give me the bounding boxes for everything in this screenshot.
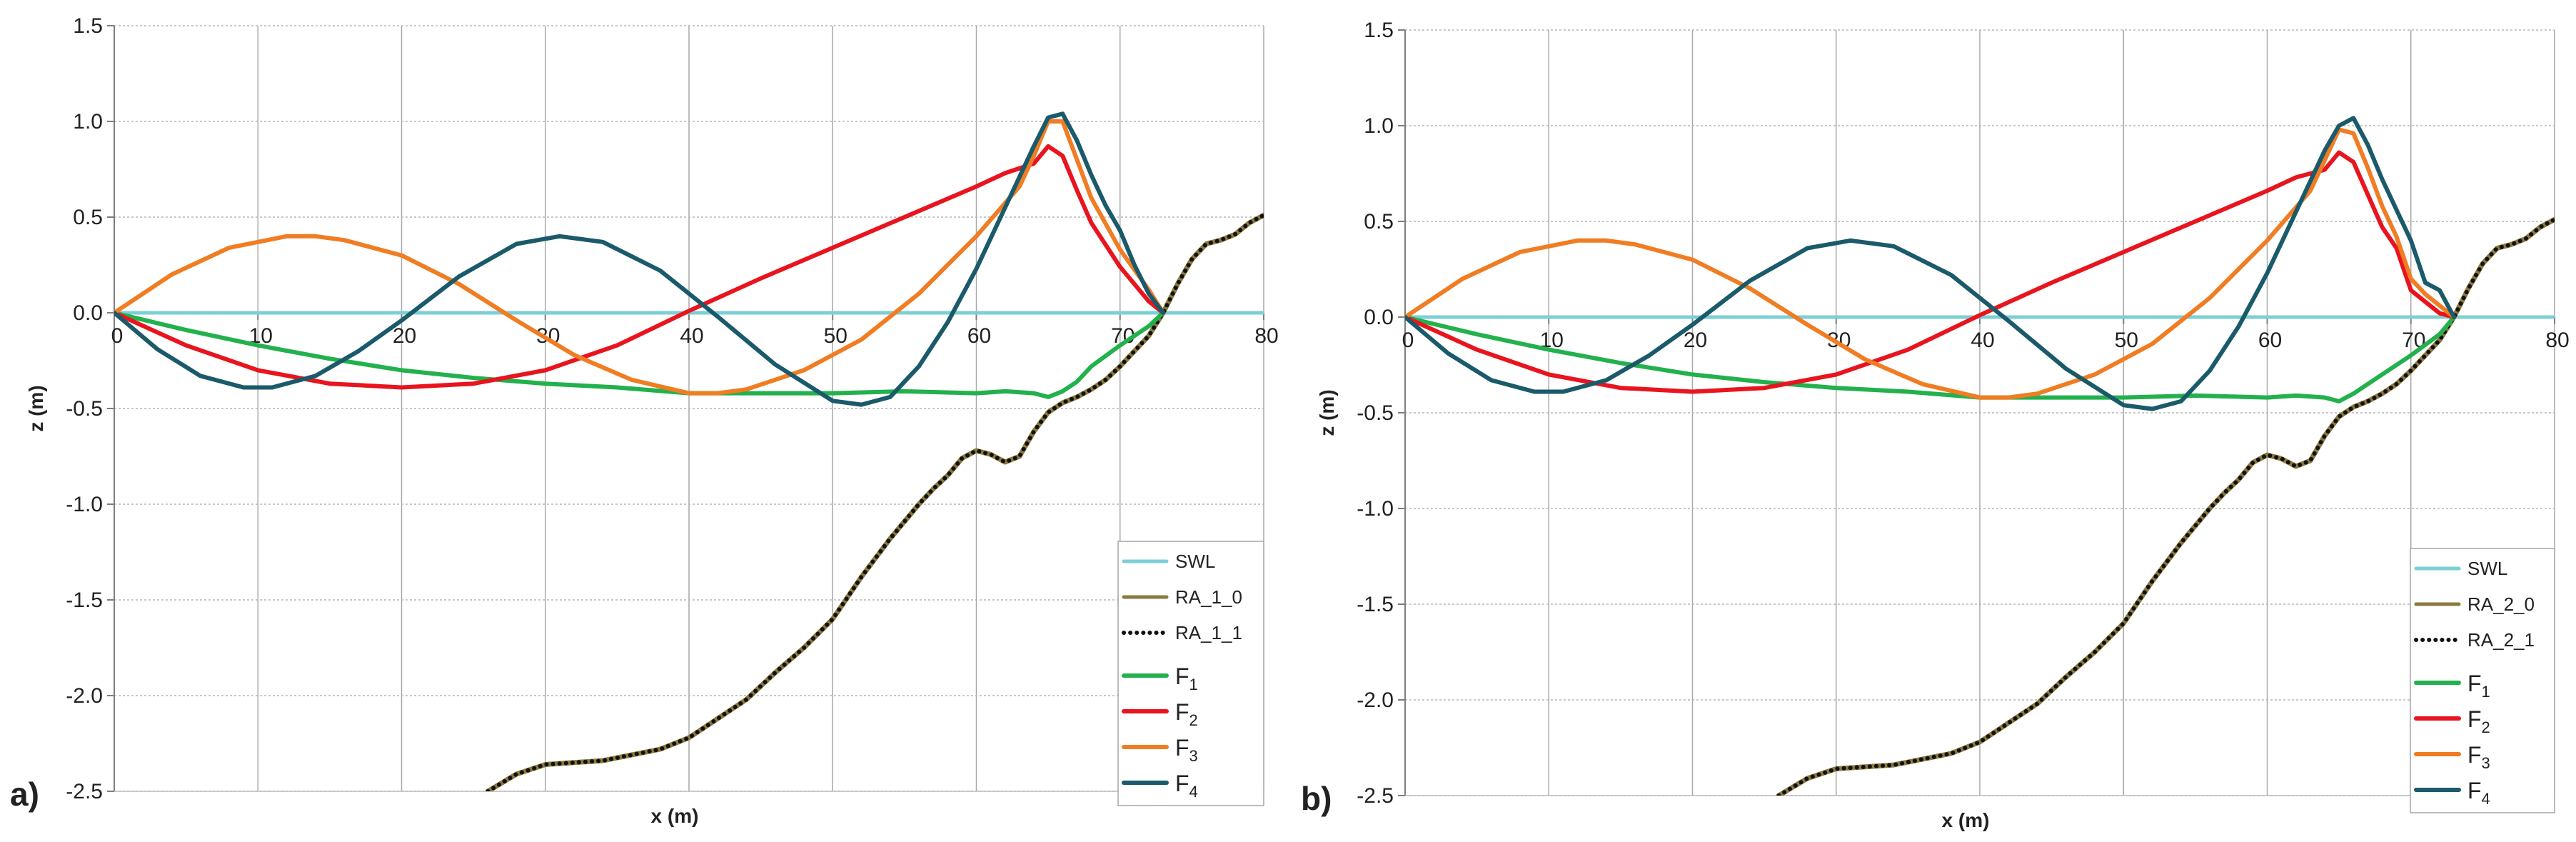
panel-label: a) <box>10 776 39 813</box>
legend-subscript: 3 <box>2482 754 2490 772</box>
legend-subscript: 2 <box>1189 711 1198 729</box>
legend-subscript: 4 <box>1189 783 1198 801</box>
y-tick-label: 1.0 <box>73 110 103 134</box>
x-tick-label: 20 <box>393 324 416 348</box>
y-tick-label: 1.5 <box>1364 19 1394 42</box>
y-tick-label: 1.5 <box>73 14 103 38</box>
x-tick-label: 50 <box>824 324 847 348</box>
series-line-ra-1-1 <box>485 213 1264 791</box>
legend-subscript: 1 <box>2482 683 2490 701</box>
x-tick-label: 40 <box>1971 329 1994 352</box>
legend-subscript: 3 <box>1189 747 1198 765</box>
legend-item: RA_1_1 <box>1122 622 1242 643</box>
legend-label: RA_2_0 <box>2467 593 2535 615</box>
series-line-f1 <box>1405 315 2457 404</box>
y-axis-label: z (m) <box>1316 389 1338 436</box>
series-line-f2 <box>114 144 1166 390</box>
legend-item: F3 <box>1122 735 1198 765</box>
x-tick-label: 0 <box>1402 329 1414 352</box>
series-line-f2 <box>1405 150 2457 394</box>
legend-subscript: 1 <box>1189 676 1198 693</box>
y-tick-label: -2.0 <box>1357 688 1394 712</box>
legend-item: RA_1_0 <box>1122 586 1242 608</box>
x-tick-label: 60 <box>967 324 991 348</box>
y-tick-label: 0.0 <box>73 301 103 325</box>
x-tick-label: 50 <box>2115 329 2138 352</box>
y-tick-label: 0.0 <box>1364 306 1394 329</box>
y-tick-label: -2.5 <box>1357 784 1394 808</box>
legend-item: SWL <box>1122 551 1215 572</box>
legend-item: SWL <box>2414 558 2507 579</box>
y-tick-label: 1.0 <box>1364 114 1394 138</box>
y-tick-label: -1.5 <box>66 588 103 612</box>
series-line-f1 <box>114 311 1166 399</box>
x-tick-label: 80 <box>2545 329 2569 352</box>
legend-subscript: 4 <box>2482 790 2490 808</box>
legend-label: RA_2_1 <box>2467 629 2535 651</box>
series-line-f3 <box>1405 127 2457 400</box>
x-axis-label: x (m) <box>651 805 699 827</box>
chart-panel-b: -2.5-2.0-1.5-1.0-0.50.00.51.01.50 10 20 30 4… <box>1301 19 2570 831</box>
series-line-f4 <box>114 111 1166 407</box>
y-tick-label: -1.5 <box>1357 593 1394 616</box>
series-line-f3 <box>114 119 1166 396</box>
y-tick-label: -0.5 <box>1357 401 1394 425</box>
y-axis-label: z (m) <box>25 385 47 431</box>
x-tick-label: 60 <box>2258 329 2282 352</box>
legend-subscript: 2 <box>2482 718 2490 736</box>
y-tick-label: -0.5 <box>66 397 103 421</box>
y-tick-label: 0.5 <box>1364 210 1394 234</box>
panel-label: b) <box>1301 780 1332 817</box>
y-tick-label: 0.5 <box>73 206 103 229</box>
series-line-ra-2-1 <box>1776 217 2555 796</box>
legend-label: RA_1_1 <box>1175 622 1242 643</box>
y-tick-label: -1.0 <box>1357 497 1394 521</box>
x-tick-label: 0 <box>111 324 124 348</box>
legend-item: RA_2_0 <box>2414 593 2535 615</box>
x-tick-label: 40 <box>680 324 703 348</box>
y-tick-label: -1.0 <box>66 493 103 516</box>
series-line-f4 <box>1405 116 2457 411</box>
legend-label: SWL <box>2467 558 2507 579</box>
x-tick-label: 20 <box>1684 329 1707 352</box>
legend-label: RA_1_0 <box>1175 586 1242 608</box>
legend-label: SWL <box>1175 551 1215 572</box>
chart-panel-a: -2.5-2.0-1.5-1.0-0.50.00.51.01.50 10 20 30 4… <box>10 14 1279 827</box>
y-tick-label: -2.5 <box>66 780 103 803</box>
x-axis-label: x (m) <box>1942 809 1990 831</box>
y-tick-label: -2.0 <box>66 684 103 708</box>
x-tick-label: 80 <box>1254 324 1278 348</box>
legend-item: RA_2_1 <box>2414 629 2535 651</box>
